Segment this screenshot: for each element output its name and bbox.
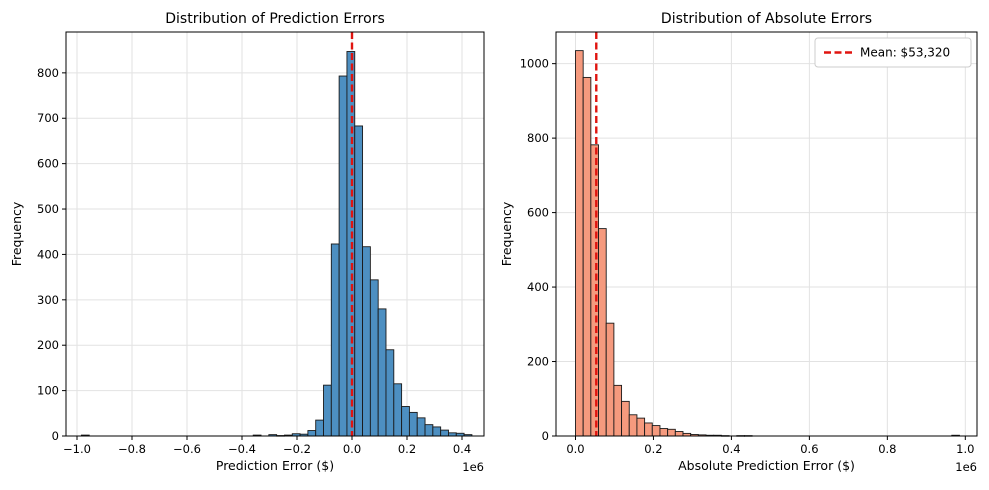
x-tick-label: 0.6 (800, 442, 818, 456)
histogram-bar (362, 246, 371, 437)
histogram-bars (80, 51, 473, 437)
x-tick-label: 0.8 (878, 442, 896, 456)
y-tick-label: 600 (37, 157, 59, 171)
x-tick-label: −0.4 (228, 442, 256, 456)
y-tick-label: 600 (527, 206, 549, 220)
y-axis-label: Frequency (499, 201, 514, 266)
chart-prediction-errors: −1.0 −0.8 −0.6 −0.4 −0.2 0.0 0.2 0.4 0 100 200 300… (9, 11, 485, 474)
histogram-bar (659, 428, 669, 437)
x-tick-label: −0.2 (283, 442, 311, 456)
histogram-bars (575, 50, 960, 437)
legend: Mean: $53,320 (814, 37, 972, 68)
y-tick-label: 800 (37, 66, 59, 80)
histogram-bar (644, 422, 653, 437)
histogram-bar (330, 243, 340, 437)
x-tick-label: 1.0 (956, 442, 974, 456)
axes-frame (65, 31, 485, 437)
legend-box (814, 37, 972, 68)
histogram-bar (667, 428, 676, 437)
histogram-bar (582, 76, 592, 437)
histogram-bar (408, 411, 418, 437)
histogram-bar (369, 279, 379, 437)
histogram-bar (628, 414, 638, 437)
x-tick-label: 0.0 (566, 442, 584, 456)
y-axis-label: Frequency (9, 201, 24, 266)
histogram-bar (674, 431, 684, 437)
x-axis-label: Prediction Error ($) (216, 458, 334, 473)
y-tick-label: 400 (37, 247, 59, 261)
histogram-bar (385, 349, 395, 437)
histogram-bar (307, 430, 317, 437)
grid-lines (556, 32, 977, 437)
y-tick-label: 800 (527, 131, 549, 145)
x-tick-label: −0.8 (118, 442, 146, 456)
x-ticks: −1.0 −0.8 −0.6 −0.4 −0.2 0.0 0.2 0.4 (63, 436, 471, 456)
y-tick-label: 200 (527, 355, 549, 369)
histogram-bar (315, 419, 324, 437)
y-ticks: 0 100 200 300 400 500 600 700 800 (37, 66, 66, 443)
x-tick-label: 0.0 (343, 442, 361, 456)
y-tick-label: 300 (37, 293, 59, 307)
y-tick-label: 1000 (520, 57, 549, 71)
y-tick-label: 500 (37, 202, 59, 216)
x-tick-label: 0.4 (453, 442, 471, 456)
y-tick-label: 700 (37, 111, 59, 125)
histogram-bar (613, 384, 623, 437)
histogram-bar (377, 308, 387, 437)
y-tick-label: 0 (542, 429, 549, 443)
x-offset-label: 1e6 (955, 460, 977, 474)
histogram-bar (605, 322, 615, 437)
histogram-bar (598, 228, 607, 437)
histogram-bar (401, 406, 410, 437)
histogram-bar (432, 426, 442, 437)
x-offset-label: 1e6 (462, 460, 484, 474)
y-tick-label: 400 (527, 280, 549, 294)
histogram-bar (575, 50, 584, 437)
y-tick-label: 200 (37, 338, 59, 352)
chart-absolute-errors: 0.0 0.2 0.4 0.6 0.8 1.0 0 200 400 600 800 1000 Dis… (499, 11, 978, 474)
legend-label: Mean: $53,320 (860, 46, 950, 60)
chart-title: Distribution of Absolute Errors (661, 11, 872, 27)
grid-lines (66, 32, 484, 437)
histogram-bar (651, 425, 661, 437)
x-tick-label: −1.0 (63, 442, 91, 456)
y-tick-label: 0 (52, 429, 59, 443)
x-tick-label: 0.2 (398, 442, 416, 456)
histogram-bar (424, 424, 434, 437)
histogram-bar (354, 125, 364, 437)
x-axis-label: Absolute Prediction Error ($) (678, 458, 855, 473)
x-ticks: 0.0 0.2 0.4 0.6 0.8 1.0 (566, 436, 974, 456)
axes-frame (555, 31, 978, 437)
histogram-bar (393, 383, 403, 437)
y-ticks: 0 200 400 600 800 1000 (520, 57, 556, 443)
histogram-bar (338, 75, 348, 437)
y-tick-label: 100 (37, 384, 59, 398)
histogram-bar (440, 429, 449, 437)
histogram-bar (416, 417, 426, 437)
x-tick-label: 0.2 (644, 442, 662, 456)
histogram-bar (621, 400, 630, 437)
x-tick-label: −0.6 (173, 442, 201, 456)
chart-title: Distribution of Prediction Errors (165, 11, 385, 27)
histogram-bar (636, 417, 646, 437)
histogram-bar (323, 384, 332, 437)
x-tick-label: 0.4 (722, 442, 740, 456)
